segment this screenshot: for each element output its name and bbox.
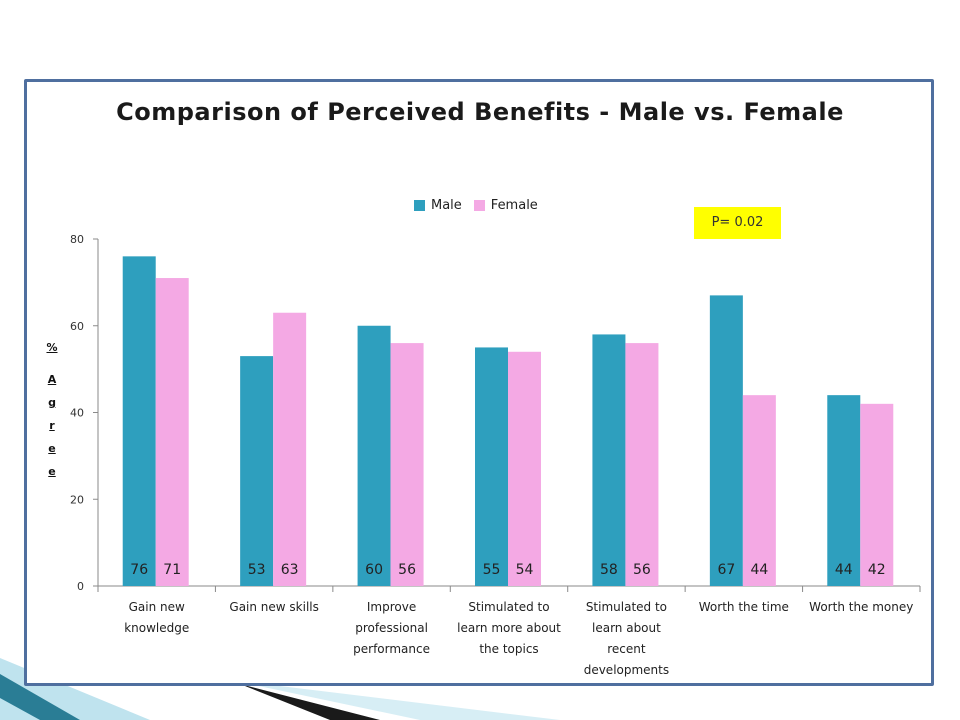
y-axis-label-char: r bbox=[49, 419, 55, 432]
y-axis-label-char: % bbox=[46, 341, 58, 354]
x-category-label-line: Stimulated to bbox=[468, 600, 549, 614]
chart-title: Comparison of Perceived Benefits - Male … bbox=[116, 98, 844, 126]
x-category-label-line: the topics bbox=[479, 642, 538, 656]
data-label-male: 55 bbox=[483, 562, 501, 578]
x-category-label-line: developments bbox=[584, 663, 669, 677]
x-category-label-line: recent bbox=[607, 642, 646, 656]
y-axis-label-char: e bbox=[48, 465, 56, 478]
y-tick-label: 80 bbox=[70, 233, 84, 246]
data-label-female: 71 bbox=[163, 562, 181, 578]
bar-male bbox=[592, 334, 626, 586]
x-category-label: Stimulated to learn more about the topics bbox=[457, 600, 561, 656]
data-label-female: 44 bbox=[750, 562, 768, 578]
x-category-label-line: Worth the money bbox=[809, 600, 913, 614]
bar-male bbox=[709, 295, 743, 586]
x-category-label: Stimulated to learn about recent developmen… bbox=[584, 600, 669, 677]
data-label-male: 44 bbox=[835, 562, 853, 578]
x-category-label-line: Improve bbox=[367, 600, 416, 614]
x-category-label-line: knowledge bbox=[124, 621, 189, 635]
p-value-annotation: P= 0.02 bbox=[694, 207, 781, 239]
y-axis-label-char: A bbox=[47, 373, 57, 386]
legend-label-male: Male bbox=[431, 197, 462, 213]
data-label-female: 63 bbox=[281, 562, 299, 578]
bar-male bbox=[827, 395, 861, 586]
y-tick-label: 40 bbox=[70, 407, 84, 420]
legend-label-female: Female bbox=[490, 197, 538, 213]
x-category-label-line: Gain new bbox=[129, 600, 185, 614]
bar-female bbox=[273, 312, 307, 586]
bar-female bbox=[742, 395, 776, 586]
bar-male bbox=[240, 356, 274, 586]
bar-female bbox=[508, 351, 541, 586]
data-label-male: 58 bbox=[600, 562, 618, 578]
y-tick-label: 0 bbox=[77, 580, 84, 593]
data-label-female: 56 bbox=[633, 562, 651, 578]
data-label-male: 67 bbox=[717, 562, 735, 578]
legend-item-male: Male bbox=[414, 198, 462, 213]
bar-male bbox=[122, 256, 156, 586]
x-category-label: Gain new skills bbox=[229, 600, 318, 614]
x-category-label-line: Stimulated to bbox=[586, 600, 667, 614]
data-label-male: 53 bbox=[248, 562, 266, 578]
bar-male bbox=[357, 325, 391, 586]
x-category-label-line: performance bbox=[353, 642, 430, 656]
x-category-label: Improve professional performance bbox=[353, 600, 430, 656]
data-label-female: 42 bbox=[868, 562, 886, 578]
chart-legend: Male Female bbox=[414, 196, 538, 214]
x-category-label-line: professional bbox=[355, 621, 428, 635]
legend-item-female: Female bbox=[473, 197, 538, 213]
bar-female bbox=[155, 278, 189, 586]
legend-swatch-male bbox=[414, 199, 425, 211]
x-category-label-line: learn about bbox=[592, 621, 661, 635]
bar-female bbox=[625, 343, 659, 586]
legend-swatch-female bbox=[473, 199, 485, 211]
y-axis-label-char: g bbox=[48, 396, 56, 409]
y-tick-label: 20 bbox=[70, 493, 84, 506]
x-category-label: Worth the time bbox=[699, 600, 789, 614]
bar-female bbox=[390, 343, 424, 586]
x-category-label: Gain new knowledge bbox=[124, 600, 189, 635]
data-label-male: 76 bbox=[130, 562, 148, 578]
bar-female bbox=[860, 403, 894, 586]
data-label-female: 56 bbox=[398, 562, 416, 578]
data-label-male: 60 bbox=[365, 562, 383, 578]
bar-male bbox=[475, 347, 508, 586]
x-category-label: Worth the money bbox=[809, 600, 913, 614]
y-axis-label-char: e bbox=[48, 442, 56, 455]
x-category-label-line: Gain new skills bbox=[229, 600, 318, 614]
data-label-female: 54 bbox=[516, 562, 534, 578]
y-tick-label: 60 bbox=[70, 320, 84, 333]
x-category-label-line: Worth the time bbox=[699, 600, 789, 614]
x-category-label-line: learn more about bbox=[457, 621, 561, 635]
